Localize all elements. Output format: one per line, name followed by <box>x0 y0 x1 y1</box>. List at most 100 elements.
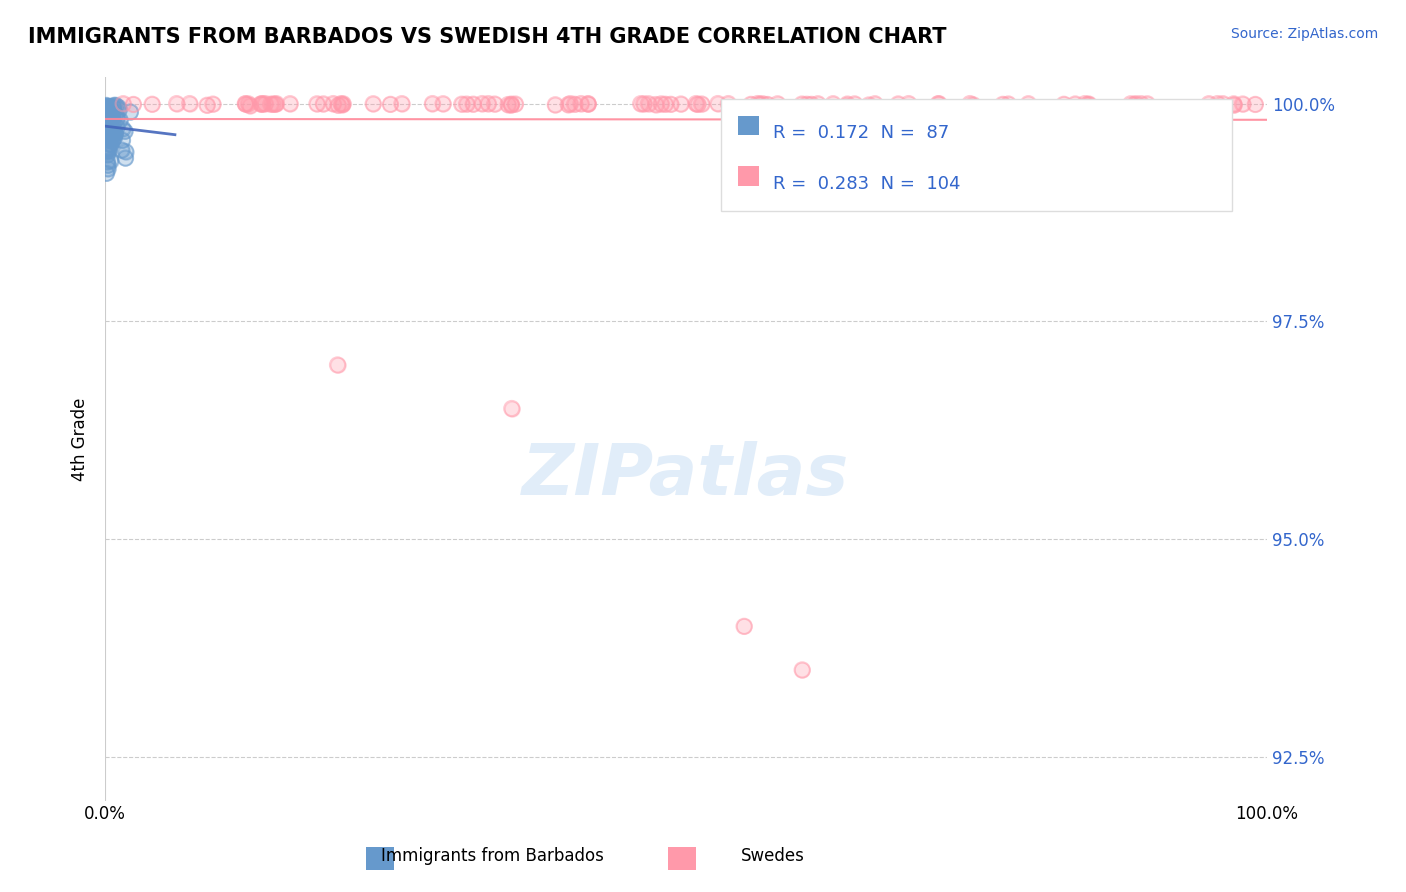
Point <box>105 120 128 135</box>
Point <box>278 96 301 111</box>
Point <box>94 145 117 159</box>
Point <box>858 98 880 112</box>
Point <box>569 96 592 111</box>
Point <box>114 124 136 138</box>
Point <box>238 96 260 111</box>
Point <box>733 619 755 633</box>
Point <box>650 96 672 111</box>
Point <box>644 97 666 112</box>
Point <box>740 97 762 112</box>
Point <box>96 154 118 169</box>
Point <box>94 142 117 156</box>
Point <box>1119 96 1142 111</box>
Point <box>326 358 349 372</box>
Point <box>94 113 117 128</box>
Point <box>630 96 652 111</box>
Point <box>104 127 127 141</box>
Point <box>501 98 523 112</box>
Point <box>432 96 454 111</box>
Point <box>278 96 301 111</box>
Point <box>101 126 124 140</box>
Point <box>322 96 344 111</box>
Point <box>97 144 120 158</box>
Point <box>105 120 128 135</box>
Point <box>1077 97 1099 112</box>
Point <box>101 100 124 114</box>
Point <box>1206 96 1229 111</box>
Point <box>94 129 117 144</box>
Point <box>96 100 118 114</box>
Point <box>101 100 124 114</box>
Point <box>505 97 527 112</box>
Point <box>166 96 188 111</box>
Point <box>557 97 579 112</box>
Point <box>1244 97 1267 112</box>
Point <box>179 96 201 111</box>
Point <box>94 108 117 122</box>
Point <box>101 100 124 114</box>
Point <box>260 97 283 112</box>
Point <box>837 97 859 112</box>
Point <box>361 96 384 111</box>
Point <box>328 98 350 112</box>
Point <box>96 100 118 114</box>
Point <box>835 99 858 113</box>
Point <box>1077 97 1099 112</box>
Point <box>1119 96 1142 111</box>
Point <box>96 100 118 114</box>
Point <box>312 96 335 111</box>
Point <box>823 96 845 111</box>
Point <box>792 663 814 677</box>
Point <box>361 96 384 111</box>
Point <box>685 96 707 111</box>
Point <box>391 96 413 111</box>
Point <box>96 116 118 130</box>
Point <box>659 97 682 112</box>
Point <box>312 96 335 111</box>
Point <box>233 96 256 111</box>
Point <box>96 98 118 112</box>
Point <box>114 151 136 165</box>
Point <box>456 97 478 112</box>
Point <box>962 98 984 112</box>
Point <box>1222 96 1244 111</box>
Point <box>94 129 117 144</box>
Point <box>97 158 120 172</box>
Point <box>432 96 454 111</box>
Point <box>104 128 127 142</box>
Point <box>114 151 136 165</box>
Text: R =  0.283  N =  104: R = 0.283 N = 104 <box>773 175 960 193</box>
Point <box>141 97 163 112</box>
Point <box>1064 97 1087 112</box>
Point <box>98 109 121 123</box>
Point <box>96 166 118 180</box>
Point <box>1136 96 1159 111</box>
Point <box>100 107 122 121</box>
Point <box>120 105 142 120</box>
Point <box>544 97 567 112</box>
Text: Source: ZipAtlas.com: Source: ZipAtlas.com <box>1230 27 1378 41</box>
Point <box>560 96 582 111</box>
Point <box>96 147 118 161</box>
Point <box>122 97 145 112</box>
FancyBboxPatch shape <box>738 167 759 186</box>
Point <box>96 99 118 113</box>
Point <box>800 97 823 112</box>
Point <box>477 96 499 111</box>
Point <box>501 97 523 112</box>
FancyBboxPatch shape <box>738 116 759 136</box>
Point <box>94 130 117 145</box>
Point <box>501 401 523 416</box>
Point <box>96 166 118 180</box>
Point <box>330 97 353 112</box>
Point <box>249 97 271 112</box>
Point <box>97 158 120 172</box>
Point <box>98 131 121 145</box>
Point <box>97 129 120 144</box>
Point <box>97 120 120 134</box>
Point <box>103 104 125 119</box>
Point <box>104 98 127 112</box>
Point <box>100 104 122 119</box>
Point <box>100 109 122 123</box>
Point <box>740 97 762 112</box>
